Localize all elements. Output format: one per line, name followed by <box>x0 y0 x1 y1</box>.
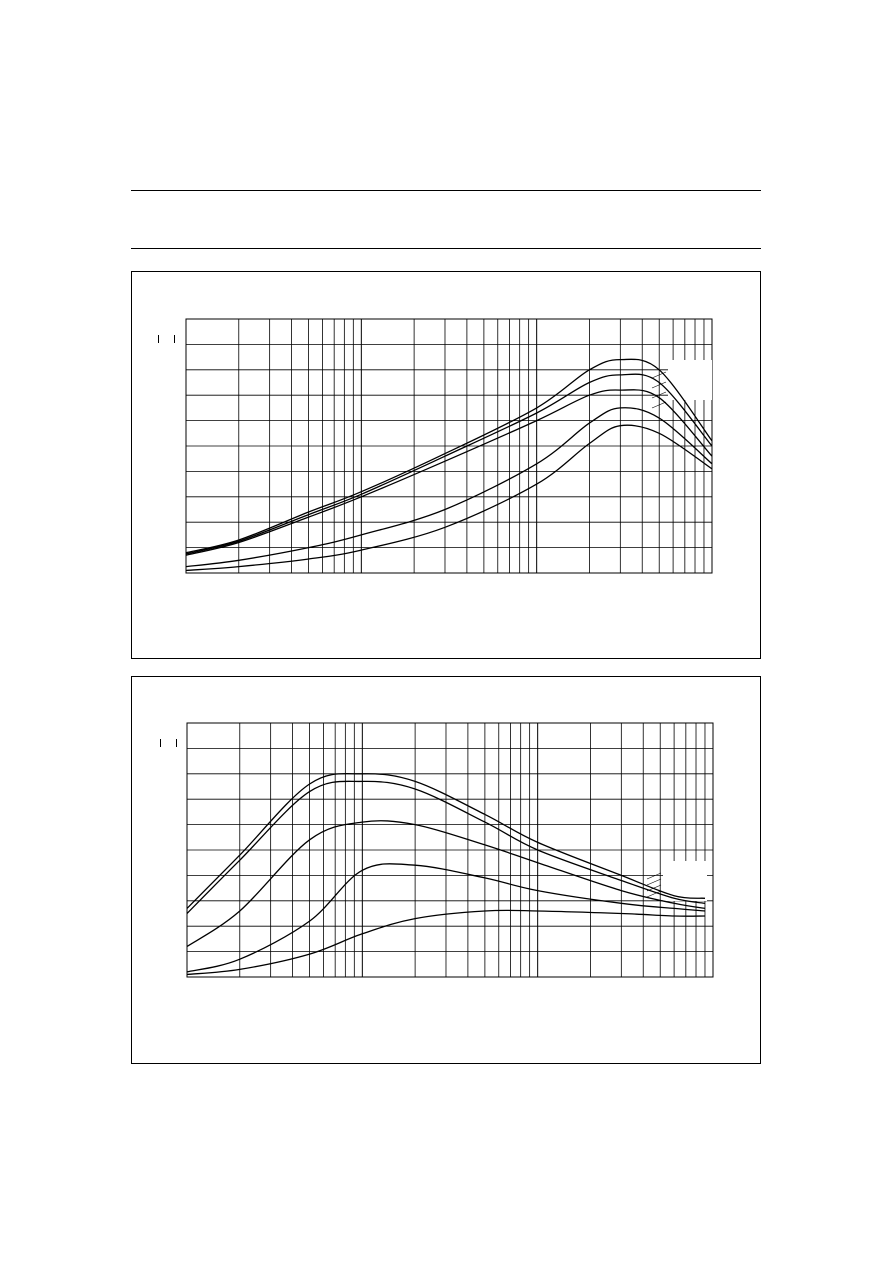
header-bottom-rule <box>131 248 761 249</box>
series-line-1 <box>185 358 713 554</box>
series-line-1 <box>186 772 706 909</box>
curve-label-leader <box>651 371 667 379</box>
curve-label-leader <box>646 878 662 886</box>
y-axis-label-mark <box>160 739 161 747</box>
curve-label-leader <box>651 401 667 409</box>
curve-label-leader <box>646 872 662 880</box>
top-rule <box>131 190 761 191</box>
plot-frame <box>186 722 714 978</box>
series-line-4 <box>186 863 706 973</box>
y-axis-label-mark <box>176 739 177 747</box>
curve-label-leader <box>646 884 662 892</box>
curve-label-leader <box>646 890 662 898</box>
series-line-3 <box>185 389 713 556</box>
curve-label-box <box>668 360 712 400</box>
line-chart-bottom <box>186 722 714 978</box>
series-line-2 <box>186 780 706 914</box>
y-axis-label-mark <box>158 335 159 343</box>
series-line-5 <box>185 424 713 572</box>
line-chart-top <box>185 318 713 574</box>
series-line-3 <box>186 820 706 948</box>
series-line-5 <box>186 909 706 976</box>
curve-label-leader <box>651 381 667 389</box>
curve-label-leader <box>651 391 667 399</box>
chart-panel-top <box>131 271 761 659</box>
series-line-2 <box>185 373 713 555</box>
chart-panel-bottom <box>131 676 761 1064</box>
y-axis-label-mark <box>174 335 175 343</box>
series-line-4 <box>185 407 713 568</box>
